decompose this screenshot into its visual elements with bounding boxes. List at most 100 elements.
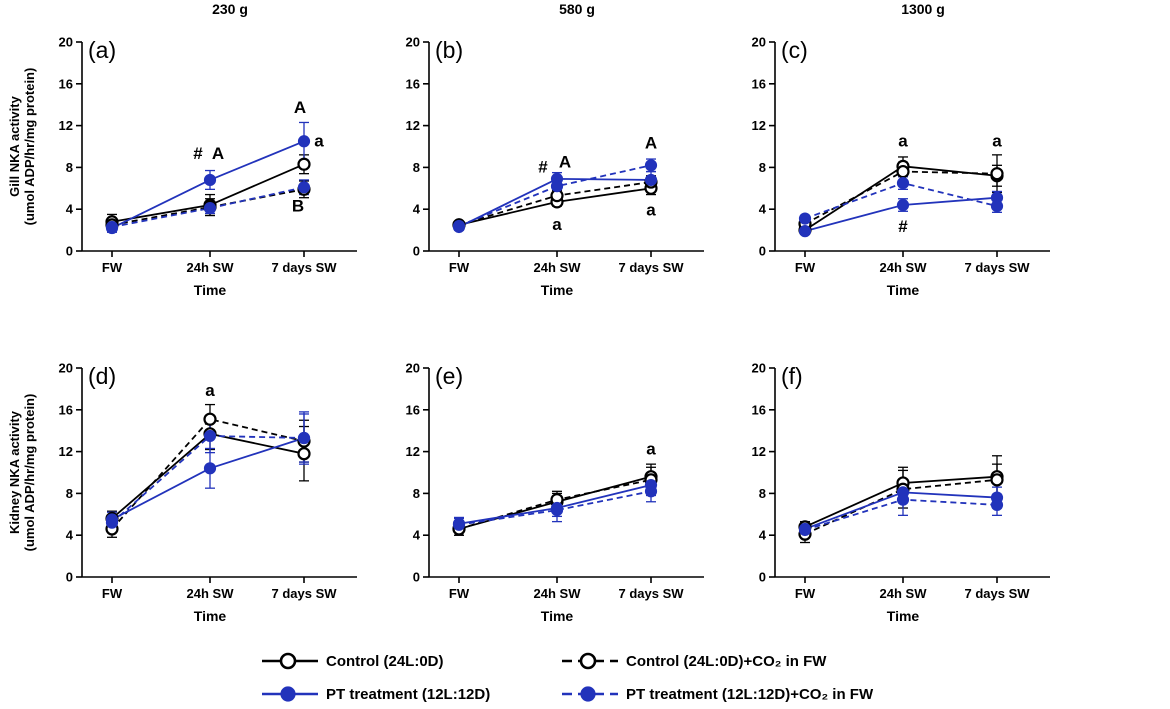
y-tick-label: 12 <box>752 118 766 133</box>
legend-label: Control (24L:0D)+CO₂ in FW <box>626 653 827 670</box>
x-tick-label: 7 days SW <box>271 586 337 601</box>
x-tick-label: 24h SW <box>880 260 928 275</box>
y-tick-label: 4 <box>66 202 74 217</box>
significance-label: a <box>205 381 215 400</box>
x-tick-label: 24h SW <box>187 586 235 601</box>
panel-label: (a) <box>88 37 116 63</box>
y-tick-label: 0 <box>759 244 766 259</box>
significance-label: a <box>646 200 656 219</box>
panel-label: (d) <box>88 363 116 389</box>
data-point <box>297 181 311 194</box>
y-axis-label: Gill NKA activity(umol ADP/hr/mg protein… <box>7 68 37 226</box>
x-tick-label: FW <box>795 586 816 601</box>
data-point <box>990 473 1004 487</box>
data-point <box>644 485 658 498</box>
legend-marker <box>580 686 596 702</box>
x-axis-label: Time <box>887 608 920 624</box>
column-title: 1300 g <box>901 1 945 17</box>
significance-label: a <box>992 132 1002 151</box>
panel-label: (f) <box>781 363 803 389</box>
y-tick-label: 0 <box>759 570 766 585</box>
x-axis-label: Time <box>194 282 227 298</box>
legend-marker <box>579 652 597 670</box>
data-point <box>896 493 910 506</box>
data-point <box>297 447 311 461</box>
data-point <box>297 157 311 171</box>
x-tick-label: FW <box>102 586 123 601</box>
y-tick-label: 20 <box>59 35 73 50</box>
legend-marker <box>279 652 297 670</box>
y-tick-label: 12 <box>59 444 73 459</box>
y-tick-label: 8 <box>759 160 766 175</box>
data-point <box>990 167 1004 181</box>
x-tick-label: 24h SW <box>187 260 235 275</box>
x-axis-label: Time <box>194 608 227 624</box>
x-tick-label: 24h SW <box>880 586 928 601</box>
data-point <box>297 135 311 148</box>
panel-label: (e) <box>435 363 463 389</box>
data-point <box>990 199 1004 213</box>
data-point <box>798 523 812 537</box>
y-tick-label: 8 <box>66 160 73 175</box>
column-title: 230 g <box>212 1 248 17</box>
data-point <box>550 504 564 517</box>
x-axis-label: Time <box>541 282 574 298</box>
y-tick-label: 0 <box>66 244 73 259</box>
data-point <box>990 498 1004 511</box>
legend-label: PT treatment (12L:12D) <box>326 686 490 703</box>
significance-label: A <box>212 144 224 163</box>
x-tick-label: 7 days SW <box>618 586 684 601</box>
data-point <box>896 164 910 179</box>
legend-marker <box>280 686 296 702</box>
x-tick-label: 7 days SW <box>618 260 684 275</box>
x-axis-label: Time <box>887 282 920 298</box>
series-line <box>111 188 305 226</box>
series-line <box>111 186 305 228</box>
data-point <box>644 173 658 187</box>
significance-label: A <box>294 98 306 117</box>
significance-label: A <box>559 152 571 171</box>
significance-label: # <box>898 217 908 236</box>
y-tick-label: 16 <box>406 402 420 417</box>
y-tick-label: 8 <box>759 486 766 501</box>
y-tick-label: 8 <box>413 486 420 501</box>
significance-label: a <box>898 132 908 151</box>
x-tick-label: 24h SW <box>534 260 582 275</box>
data-point <box>550 180 564 193</box>
y-tick-label: 20 <box>406 35 420 50</box>
data-point <box>203 429 217 443</box>
data-point <box>798 225 812 238</box>
data-point <box>452 518 466 531</box>
data-point <box>896 198 910 212</box>
data-point <box>896 176 910 190</box>
x-tick-label: FW <box>449 260 470 275</box>
y-tick-label: 4 <box>413 528 421 543</box>
data-point <box>203 173 217 187</box>
data-point <box>798 212 812 225</box>
y-tick-label: 4 <box>413 202 421 217</box>
significance-label: B <box>292 196 304 215</box>
data-point <box>644 159 658 172</box>
y-tick-label: 4 <box>759 202 767 217</box>
y-tick-label: 0 <box>413 244 420 259</box>
x-tick-label: 24h SW <box>534 586 582 601</box>
y-tick-label: 16 <box>59 76 73 91</box>
y-tick-label: 16 <box>406 76 420 91</box>
significance-label: # <box>193 144 203 163</box>
y-axis-label: Kidney NKA activity(umol ADP/hr/mg prote… <box>7 394 37 552</box>
x-tick-label: 7 days SW <box>271 260 337 275</box>
data-point <box>203 412 217 426</box>
y-tick-label: 20 <box>59 361 73 376</box>
data-point <box>452 219 466 233</box>
series-line <box>111 437 305 521</box>
y-tick-label: 12 <box>59 118 73 133</box>
legend-label: PT treatment (12L:12D)+CO₂ in FW <box>626 686 874 703</box>
y-tick-label: 8 <box>413 160 420 175</box>
panel-label: (b) <box>435 37 463 63</box>
data-point <box>297 431 311 445</box>
y-tick-label: 20 <box>406 361 420 376</box>
series-line <box>458 490 652 526</box>
significance-label: A <box>645 134 657 153</box>
data-point <box>105 516 119 529</box>
x-tick-label: 7 days SW <box>964 260 1030 275</box>
